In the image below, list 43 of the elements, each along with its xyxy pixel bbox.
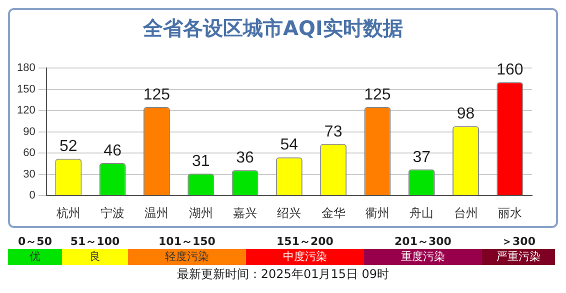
text: 优	[8, 249, 62, 265]
x-tick-label: 嘉兴	[233, 206, 258, 220]
text: 51～100	[69, 234, 121, 249]
x-tick-label: 绍兴	[277, 206, 302, 220]
data-label: 125	[364, 86, 391, 104]
text: 201～300	[394, 234, 452, 249]
y-tick-label: 150	[16, 83, 36, 96]
data-label: 46	[104, 142, 122, 160]
x-tick-label: 杭州	[55, 206, 80, 220]
text: 最新更新时间：2025年01月15日 09时	[176, 266, 390, 283]
text: 重度污染	[364, 249, 482, 265]
x-tick-label: 丽水	[498, 206, 522, 220]
data-label: 37	[412, 148, 431, 166]
y-tick-label: 120	[16, 104, 36, 117]
text: ＞300	[500, 234, 536, 249]
data-label: 73	[324, 123, 342, 140]
chart-title: 全省各设区城市AQI实时数据	[142, 16, 403, 40]
x-tick-label: 台州	[454, 206, 478, 220]
text: 良	[62, 249, 128, 265]
x-tick-label: 衢州	[365, 206, 390, 220]
y-tick-label: 0	[29, 190, 36, 202]
text: 151～200	[276, 234, 334, 249]
data-label: 52	[60, 138, 78, 156]
text: 中度污染	[246, 249, 364, 265]
y-tick-label: 90	[23, 126, 36, 138]
y-tick-label: 180	[16, 62, 36, 74]
x-tick-label: 舟山	[410, 206, 434, 220]
text: 轻度污染	[128, 249, 246, 265]
x-tick-label: 宁波	[100, 206, 125, 220]
x-tick-label: 温州	[144, 206, 169, 220]
text: 101～150	[158, 234, 216, 249]
x-tick-label: 湖州	[188, 206, 213, 220]
data-label: 160	[496, 62, 524, 79]
x-tick-label: 金华	[321, 206, 346, 220]
y-tick-label: 30	[23, 168, 36, 180]
text: 0～50	[17, 234, 53, 249]
data-label: 54	[280, 136, 298, 154]
data-label: 125	[143, 86, 170, 104]
data-label: 36	[236, 149, 254, 166]
y-tick-label: 60	[23, 147, 36, 160]
data-label: 31	[192, 153, 210, 170]
data-label: 98	[456, 106, 475, 123]
text: 严重污染	[482, 249, 555, 265]
